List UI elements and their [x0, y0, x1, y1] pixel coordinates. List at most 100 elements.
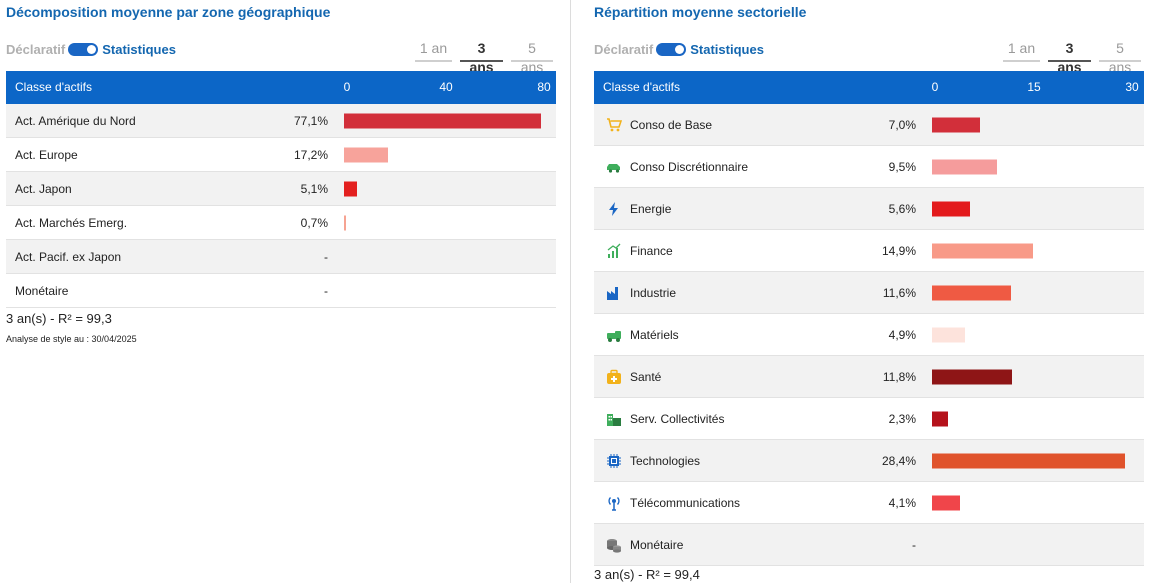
- sector-category-label: Conso Discrétionnaire: [630, 159, 749, 174]
- sector-value-label: 4,1%: [888, 495, 916, 510]
- sector-toggle-switch[interactable]: [656, 42, 687, 56]
- sector-period-tabs: 1 an 3 ans 5 ans: [995, 39, 1141, 75]
- geo-period-3ans[interactable]: 3 ans: [460, 39, 503, 75]
- sector-value-label: 5,6%: [888, 201, 916, 216]
- geo-category-label: Act. Europe: [15, 147, 78, 162]
- geo-bar: [344, 181, 357, 196]
- geo-row-act-pacif-ex-japon: Act. Pacif. ex Japon -: [6, 240, 556, 274]
- sector-category-label: Serv. Collectivités: [630, 411, 725, 426]
- geo-mode-toggle[interactable]: Déclaratif Statistiques: [6, 40, 176, 58]
- geo-category-label: Monétaire: [15, 283, 69, 298]
- geo-category-label: Act. Amérique du Nord: [15, 113, 136, 128]
- sector-axis-tick: 30: [1125, 80, 1139, 94]
- geo-value-label: 17,2%: [293, 147, 328, 162]
- sector-row-industrie: Industrie 11,6%: [594, 272, 1144, 314]
- sector-bar: [932, 327, 966, 342]
- sector-bar: [932, 453, 1126, 468]
- sector-title: Répartition moyenne sectorielle: [594, 4, 807, 20]
- sector-toggle-declaratif[interactable]: Déclaratif: [594, 41, 654, 57]
- sector-row-sante: Santé 11,8%: [594, 356, 1144, 398]
- sector-category-label: Energie: [630, 201, 672, 216]
- geo-toggle-statistiques[interactable]: Statistiques: [102, 41, 176, 57]
- sector-bar: [932, 495, 960, 510]
- sector-toggle-statistiques[interactable]: Statistiques: [690, 41, 764, 57]
- car-icon: [606, 159, 622, 175]
- sector-bar: [932, 243, 1034, 258]
- sector-bar: [932, 411, 948, 426]
- sector-value-label: 28,4%: [881, 453, 916, 468]
- sector-row-technologies: Technologies 28,4%: [594, 440, 1144, 482]
- geo-row-act-marches-emerg: Act. Marchés Emerg. 0,7%: [6, 206, 556, 240]
- sector-table-header: Classe d'actifs 0 15 30: [594, 71, 1144, 104]
- sector-row-telecommunications: Télécommunications 4,1%: [594, 482, 1144, 524]
- geo-bar: [344, 147, 388, 162]
- geo-bar: [344, 215, 346, 230]
- sector-period-3ans[interactable]: 3 ans: [1048, 39, 1091, 75]
- geo-table-header: Classe d'actifs 0 40 80: [6, 71, 556, 104]
- sector-row-finance: Finance 14,9%: [594, 230, 1144, 272]
- sector-value-label: 2,3%: [888, 411, 916, 426]
- finance-chart-icon: [606, 243, 622, 259]
- geo-category-label: Act. Japon: [15, 181, 72, 196]
- geo-value-label: -: [324, 249, 328, 264]
- sector-bar: [932, 285, 1011, 300]
- sector-row-serv-collectivites: Serv. Collectivités 2,3%: [594, 398, 1144, 440]
- cart-icon: [606, 117, 623, 133]
- geo-period-1an[interactable]: 1 an: [415, 39, 452, 62]
- geo-toggle-declaratif[interactable]: Déclaratif: [6, 41, 66, 57]
- sector-row-monetaire: Monétaire -: [594, 524, 1144, 566]
- sector-category-label: Technologies: [630, 453, 701, 468]
- geo-value-label: -: [324, 283, 328, 298]
- sector-mode-toggle[interactable]: Déclaratif Statistiques: [594, 40, 764, 58]
- sector-value-label: 11,8%: [882, 369, 916, 384]
- panel-divider: [570, 0, 571, 583]
- sector-value-label: 4,9%: [888, 327, 916, 342]
- sector-table: Classe d'actifs 0 15 30 Conso de Base 7,0% C…: [594, 71, 1144, 566]
- geo-table: Classe d'actifs 0 40 80 Act. Amérique du N…: [6, 71, 556, 308]
- sector-period-5ans[interactable]: 5 ans: [1099, 39, 1141, 75]
- geo-axis-tick: 0: [343, 80, 351, 94]
- utilities-icon: [606, 411, 622, 427]
- geo-toggle-switch[interactable]: [68, 42, 99, 56]
- coins-icon: [606, 537, 622, 553]
- sector-r2: 3 an(s) - R² = 99,4: [594, 567, 700, 582]
- sector-row-conso-discretionnaire: Conso Discrétionnaire 9,5%: [594, 146, 1144, 188]
- geo-row-act-japon: Act. Japon 5,1%: [6, 172, 556, 206]
- sector-axis-tick: 0: [931, 80, 939, 94]
- geo-axis-tick: 40: [439, 80, 453, 94]
- geo-value-label: 77,1%: [293, 113, 328, 128]
- sector-category-label: Conso de Base: [630, 117, 713, 132]
- sector-row-conso-de-base: Conso de Base 7,0%: [594, 104, 1144, 146]
- sector-bar: [932, 369, 1013, 384]
- geo-axis-tick: 80: [537, 80, 551, 94]
- geo-period-tabs: 1 an 3 ans 5 ans: [407, 39, 553, 75]
- factory-icon: [606, 285, 622, 301]
- geo-row-monetaire: Monétaire -: [6, 274, 556, 308]
- sector-value-label: 11,6%: [882, 285, 916, 300]
- geo-row-act-europe: Act. Europe 17,2%: [6, 138, 556, 172]
- sector-bar: [932, 201, 971, 216]
- lightning-icon: [606, 201, 622, 217]
- sector-value-label: 14,9%: [881, 243, 916, 258]
- sector-bar: [932, 159, 997, 174]
- sector-row-materiels: Matériels 4,9%: [594, 314, 1144, 356]
- antenna-icon: [606, 495, 622, 511]
- geo-r2: 3 an(s) - R² = 99,3: [6, 311, 112, 326]
- medical-kit-icon: [606, 369, 622, 385]
- sector-value-label: -: [912, 537, 916, 552]
- sector-period-1an[interactable]: 1 an: [1003, 39, 1040, 62]
- sector-category-label: Télécommunications: [630, 495, 741, 510]
- sector-value-label: 7,0%: [888, 117, 916, 132]
- sector-category-label: Santé: [630, 369, 662, 384]
- geo-bar: [344, 113, 541, 128]
- geo-title: Décomposition moyenne par zone géographi…: [6, 4, 331, 20]
- materials-icon: [606, 327, 622, 343]
- geo-as-of: Analyse de style au : 30/04/2025: [6, 334, 137, 344]
- geo-panel: Décomposition moyenne par zone géographi…: [0, 0, 564, 583]
- sector-category-label: Monétaire: [630, 537, 684, 552]
- sector-category-label: Finance: [630, 243, 673, 258]
- geo-period-5ans[interactable]: 5 ans: [511, 39, 553, 75]
- sector-row-energie: Energie 5,6%: [594, 188, 1144, 230]
- chip-icon: [606, 453, 622, 469]
- geo-value-label: 5,1%: [300, 181, 328, 196]
